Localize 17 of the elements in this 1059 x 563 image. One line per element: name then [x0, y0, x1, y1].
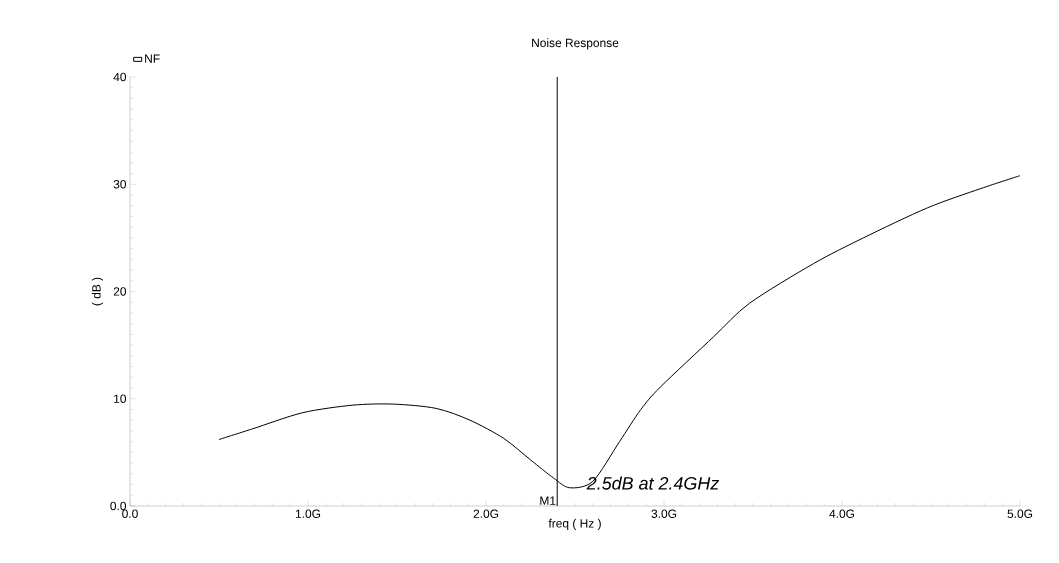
x-tick-label: 5.0G — [1007, 509, 1033, 518]
x-tick-label: 0.0 — [122, 509, 138, 518]
legend-label: NF — [145, 54, 160, 63]
chart-title: Noise Response — [532, 38, 619, 50]
ref-line-label: M1 — [540, 496, 556, 505]
x-tick-label: 2.0G — [473, 509, 499, 518]
x-tick-label: 1.0G — [295, 509, 321, 518]
y-tick-label: 30 — [113, 180, 127, 189]
x-tick-label: 4.0G — [829, 509, 855, 518]
y-tick-label: 40 — [113, 72, 127, 82]
y-tick-label: 0.0 — [110, 501, 127, 511]
x-axis-title: freq ( Hz ) — [548, 518, 601, 530]
annotation: 2.5dB at 2.4GHz — [586, 476, 720, 490]
x-tick-label: 3.0G — [651, 509, 677, 518]
y-axis-title: ( dB ) — [91, 277, 104, 306]
y-tick-label: 20 — [113, 287, 127, 296]
y-tick-label: 10 — [114, 394, 127, 403]
